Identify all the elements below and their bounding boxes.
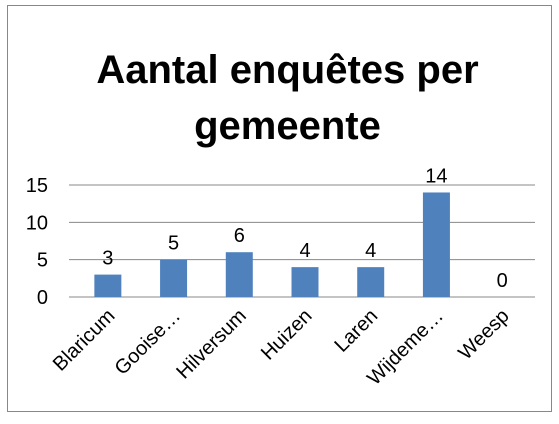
chart-border [7,5,552,412]
bar [357,267,385,297]
y-tick-label: 5 [37,250,48,272]
bar [422,192,450,297]
data-label: 0 [497,270,508,292]
bar [160,259,188,297]
x-tick-label: Huizen [257,305,317,365]
data-label: 4 [299,240,310,262]
bar [291,267,319,297]
data-label: 14 [425,165,447,187]
x-tick-label: Hilversum [172,305,250,383]
y-tick-label: 10 [26,212,48,234]
x-tick-label: Blaricum [49,305,120,376]
x-tick-label: Laren [331,305,383,357]
y-tick-label: 15 [26,175,48,197]
data-label: 4 [365,240,376,262]
y-tick-label: 0 [37,287,48,309]
chart-title: Aantal enquêtes per gemeente [96,48,479,148]
x-tick-label: Weesp [454,305,513,364]
data-label: 3 [102,248,113,270]
bar [225,252,253,297]
data-label: 5 [168,233,179,255]
data-label: 6 [234,225,245,247]
bar [94,274,122,297]
